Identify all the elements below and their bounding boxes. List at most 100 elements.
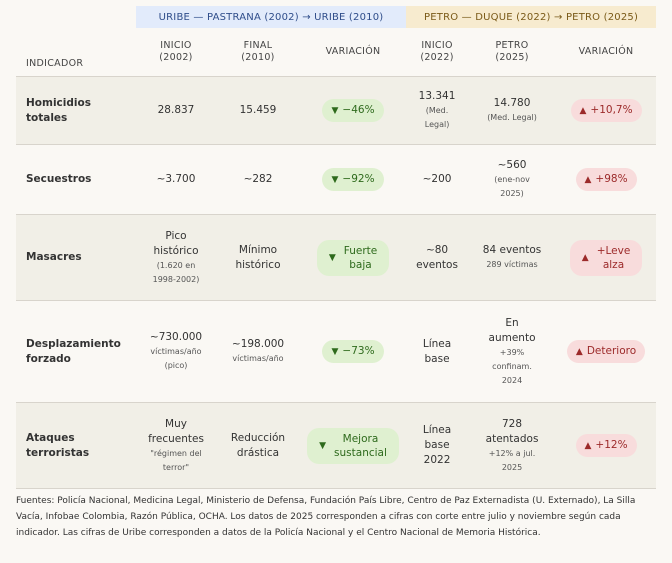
col-header-petro-2025: PETRO (2025): [468, 28, 557, 77]
group-header-row: URIBE — PASTRANA (2002) → URIBE (2010) P…: [16, 6, 657, 28]
variation-text: +10,7%: [590, 104, 633, 116]
cell-uribe-final: 15.459: [216, 76, 300, 145]
col-header-variacion-uribe: VARIACIÓN: [300, 28, 407, 77]
cell-main-value: 728 atentados: [485, 417, 539, 445]
group-header-uribe: URIBE — PASTRANA (2002) → URIBE (2010): [136, 6, 407, 28]
arrow-up-icon: ▲: [575, 347, 583, 357]
cell-note: víctimas/año (pico): [150, 347, 202, 370]
arrow-up-icon: ▲: [579, 106, 587, 116]
cell-uribe-inicio: 28.837: [136, 76, 216, 145]
cell-petro-inicio: Línea base: [406, 300, 469, 403]
arrow-down-icon: ▼: [331, 175, 339, 185]
indicator-name: Desplazamiento forzado: [16, 300, 136, 403]
arrow-down-icon: ▼: [331, 106, 339, 116]
variation-text: +12%: [595, 439, 628, 451]
variation-text: −46%: [342, 104, 375, 116]
cell-main-value: Reducción drástica: [230, 431, 286, 459]
column-header-row: INDICADOR INICIO (2002) FINAL (2010) VAR…: [16, 28, 657, 77]
deterioration-badge: ▲ +98%: [575, 168, 637, 191]
deterioration-badge: ▲ +10,7%: [570, 99, 642, 122]
cell-petro-2025: ~560 (ene-nov 2025): [468, 144, 557, 215]
variation-text: +98%: [595, 173, 628, 185]
improvement-badge: ▼ −92%: [322, 168, 384, 191]
comparison-table: URIBE — PASTRANA (2002) → URIBE (2010) P…: [16, 6, 657, 489]
cell-uribe-final: Reducción drástica: [216, 402, 300, 489]
table-body: Homicidios totales 28.837 15.459 ▼ −46% 13.34…: [16, 76, 657, 489]
cell-petro-variacion: ▲ Deterioro: [556, 300, 657, 403]
cell-uribe-variacion: ▼ −92%: [300, 144, 407, 215]
deterioration-badge: ▲ Deterioro: [566, 340, 646, 363]
arrow-up-icon: ▲: [581, 252, 589, 263]
cell-petro-inicio: 13.341 (Med. Legal): [406, 76, 469, 145]
arrow-down-icon: ▼: [319, 440, 327, 451]
arrow-up-icon: ▲: [584, 441, 592, 451]
cell-petro-2025: 728 atentados +12% a jul. 2025: [468, 402, 557, 489]
cell-petro-inicio: Línea base 2022: [406, 402, 469, 489]
cell-main-value: ~282: [243, 173, 273, 185]
cell-petro-variacion: ▲ +98%: [556, 144, 657, 215]
table-row: Ataques terroristas Muy frecuentes "régime…: [16, 402, 657, 489]
table-row: Secuestros ~3.700 ~282 ▼ −92% ~200 ~560 (ene-no…: [16, 144, 657, 215]
variation-text: Deterioro: [586, 345, 637, 357]
improvement-badge: ▼ Mejora sustancial: [307, 427, 399, 464]
cell-main-value: 13.341: [418, 90, 456, 102]
cell-main-value: En aumento: [488, 316, 536, 344]
cell-note: +39% confinam. 2024: [492, 347, 532, 385]
group-header-petro: PETRO — DUQUE (2022) → PETRO (2025): [406, 6, 657, 28]
cell-main-value: 84 eventos: [482, 244, 542, 256]
cell-note: víctimas/año: [232, 354, 284, 363]
cell-main-value: Mínimo histórico: [235, 243, 281, 271]
cell-main-value: Línea base: [422, 337, 452, 365]
cell-uribe-variacion: ▼ −73%: [300, 300, 407, 403]
cell-uribe-variacion: ▼ Mejora sustancial: [300, 402, 407, 489]
cell-main-value: Pico histórico: [153, 229, 199, 257]
cell-petro-variacion: ▲ +Leve alza: [556, 214, 657, 301]
variation-text: Fuerte baja: [343, 244, 378, 271]
indicator-name: Masacres: [16, 214, 136, 301]
cell-main-value: ~3.700: [156, 173, 196, 185]
cell-note: (Med. Legal): [487, 113, 537, 122]
cell-main-value: 15.459: [239, 104, 277, 116]
cell-petro-variacion: ▲ +10,7%: [556, 76, 657, 145]
col-header-inicio-2002: INICIO (2002): [136, 28, 216, 77]
variation-text: −73%: [342, 345, 375, 357]
col-header-inicio-2022: INICIO (2022): [406, 28, 469, 77]
cell-main-value: ~200: [422, 173, 452, 185]
indicator-name: Homicidios totales: [16, 76, 136, 145]
cell-note: 289 víctimas: [486, 260, 538, 269]
cell-uribe-inicio: ~730.000 víctimas/año (pico): [136, 300, 216, 403]
improvement-badge: ▼ −73%: [322, 340, 384, 363]
cell-note: "régimen del terror": [150, 448, 202, 472]
cell-petro-inicio: ~80 eventos: [406, 214, 469, 301]
deterioration-badge: ▲ +12%: [575, 434, 637, 457]
cell-petro-2025: En aumento +39% confinam. 2024: [468, 300, 557, 403]
col-header-variacion-petro: VARIACIÓN: [556, 28, 657, 77]
indicator-name: Ataques terroristas: [16, 402, 136, 489]
arrow-down-icon: ▼: [331, 347, 339, 357]
cell-uribe-variacion: ▼ Fuerte baja: [300, 214, 407, 301]
arrow-down-icon: ▼: [328, 252, 336, 263]
table-row: Desplazamiento forzado ~730.000 víctimas/a…: [16, 300, 657, 403]
cell-petro-inicio: ~200: [406, 144, 469, 215]
table-row: Homicidios totales 28.837 15.459 ▼ −46% 13.34…: [16, 76, 657, 145]
cell-note: +12% a jul. 2025: [488, 448, 536, 472]
cell-main-value: ~560: [497, 159, 527, 171]
cell-note: (ene-nov 2025): [494, 175, 530, 198]
cell-main-value: Muy frecuentes: [148, 417, 204, 445]
cell-petro-2025: 14.780 (Med. Legal): [468, 76, 557, 145]
cell-main-value: ~80 eventos: [416, 243, 458, 271]
variation-text: −92%: [342, 173, 375, 185]
cell-uribe-inicio: Muy frecuentes "régimen del terror": [136, 402, 216, 489]
variation-text: +Leve alza: [596, 244, 631, 271]
improvement-badge: ▼ −46%: [322, 99, 384, 122]
cell-uribe-inicio: ~3.700: [136, 144, 216, 215]
col-header-final-2010: FINAL (2010): [216, 28, 300, 77]
cell-uribe-inicio: Pico histórico (1.620 en 1998-2002): [136, 214, 216, 301]
table-row: Masacres Pico histórico (1.620 en 1998-200…: [16, 214, 657, 301]
cell-uribe-final: ~198.000 víctimas/año: [216, 300, 300, 403]
cell-main-value: ~198.000: [231, 338, 285, 350]
deterioration-badge: ▲ +Leve alza: [569, 239, 643, 276]
cell-uribe-variacion: ▼ −46%: [300, 76, 407, 145]
cell-main-value: 14.780: [493, 97, 531, 109]
